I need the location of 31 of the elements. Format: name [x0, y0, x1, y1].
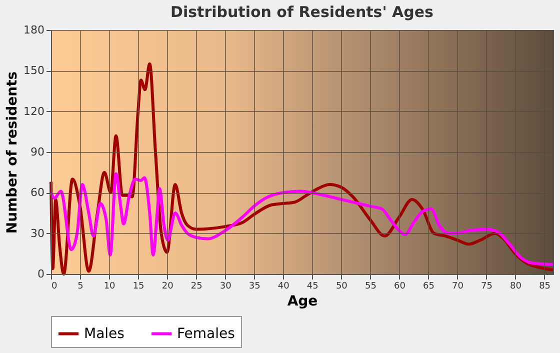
x-tick-label: 45: [306, 282, 318, 292]
y-tick-label: 60: [30, 186, 44, 200]
x-tick-label: 25: [190, 282, 202, 292]
x-tick-label: 5: [78, 282, 84, 292]
x-tick-label: 40: [278, 282, 290, 292]
y-tick-label: 120: [24, 104, 44, 118]
x-tick-label: 70: [452, 282, 464, 292]
legend-label: Males: [84, 326, 124, 342]
y-tick-label: 30: [30, 226, 44, 240]
x-tick-label: 0: [52, 282, 58, 292]
x-tick-label: 20: [162, 282, 174, 292]
line-series: [50, 172, 554, 266]
x-axis-title: Age: [287, 294, 318, 310]
x-tick-label: 35: [248, 282, 260, 292]
y-tick-label: 90: [30, 146, 44, 158]
x-tick-label: 85: [539, 282, 551, 292]
x-tick-label: 80: [510, 282, 522, 292]
y-axis-title: Number of residents: [4, 71, 21, 234]
y-tick-label: 0: [38, 268, 44, 280]
x-tick-label: 10: [104, 282, 116, 292]
y-tick-label: 150: [24, 64, 44, 78]
x-tick-label: 15: [132, 282, 144, 292]
x-tick-label: 65: [423, 282, 434, 292]
x-tick-label: 60: [394, 282, 406, 292]
x-tick-label: 30: [220, 282, 232, 292]
x-tick-label: 55: [364, 282, 376, 292]
y-tick-label: 180: [24, 24, 44, 36]
legend-label: Females: [177, 326, 235, 342]
chart-title: Distribution of Residents' Ages: [170, 3, 434, 21]
x-tick-label: 75: [481, 282, 492, 292]
x-tick-label: 50: [336, 282, 348, 292]
